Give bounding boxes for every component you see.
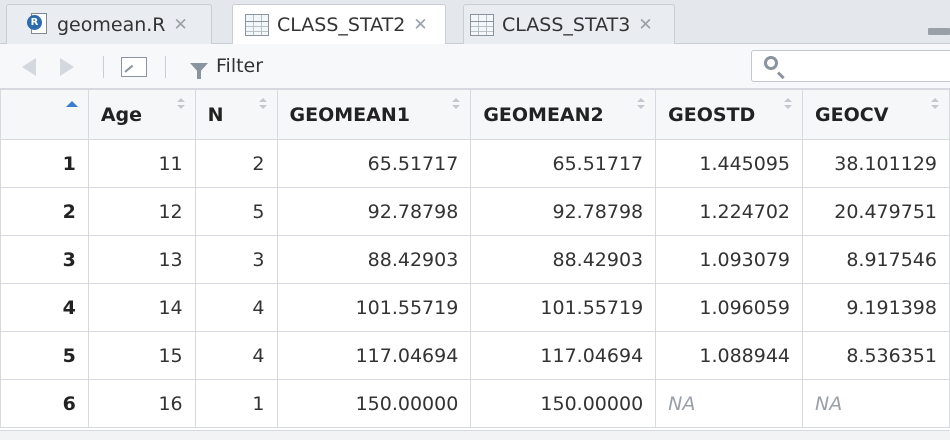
sort-icon	[931, 98, 939, 110]
cell-geomean1: 117.04694	[276, 331, 472, 380]
search-input[interactable]	[751, 50, 950, 82]
header-row: Age N GEOMEAN1 GEOMEAN2 GEOSTD GEOCV	[0, 89, 950, 140]
editor-tab-bar: R geomean.R ✕ CLASS_STAT2 ✕ CLASS_STAT3 …	[0, 0, 950, 45]
sort-icon	[452, 98, 461, 110]
column-header-label: GEOCV	[815, 103, 889, 126]
table-row: 4 14 4 101.55719 101.55719 1.096059 9.19…	[0, 283, 950, 332]
column-header-label: GEOMEAN2	[483, 103, 604, 126]
sort-ascending-icon	[65, 101, 78, 107]
cell-n: 5	[194, 187, 278, 236]
column-header-label: Age	[100, 103, 143, 126]
search-icon	[764, 56, 778, 70]
sort-icon	[176, 98, 185, 110]
cell-n: 3	[194, 235, 278, 284]
toolbar-divider	[165, 56, 166, 78]
row-number: 2	[0, 187, 89, 236]
back-arrow-icon	[22, 58, 36, 76]
popout-button[interactable]	[121, 57, 147, 77]
sort-icon	[258, 98, 267, 110]
column-header-geostd[interactable]: GEOSTD	[655, 89, 804, 140]
cell-geostd: 1.093079	[655, 235, 804, 284]
cell-geomean1: 150.00000	[276, 379, 472, 428]
cell-geomean2: 117.04694	[470, 331, 657, 380]
cell-age: 11	[87, 139, 196, 188]
cell-age: 12	[87, 187, 196, 236]
cell-geocv: 9.191398	[802, 283, 950, 332]
cell-age: 13	[87, 235, 196, 284]
cell-geocv: 20.479751	[802, 187, 950, 236]
cell-geomean2: 88.42903	[470, 235, 657, 284]
row-number: 5	[0, 331, 89, 380]
cell-geostd: 1.445095	[655, 139, 804, 188]
data-grid: Age N GEOMEAN1 GEOMEAN2 GEOSTD GEOCV 1 1…	[0, 89, 950, 439]
cell-geostd: 1.224702	[655, 187, 804, 236]
forward-button[interactable]	[60, 58, 74, 76]
cell-age: 15	[87, 331, 196, 380]
row-number-header[interactable]	[0, 89, 89, 140]
tab-label: CLASS_STAT3	[502, 13, 631, 36]
cell-geomean1: 88.42903	[276, 235, 472, 284]
sort-icon	[784, 98, 793, 110]
filter-label: Filter	[216, 55, 264, 77]
column-header-label: GEOMEAN1	[289, 103, 410, 126]
toolbar-divider	[103, 56, 104, 78]
cell-geocv: 8.536351	[802, 331, 950, 380]
filter-button[interactable]: Filter	[190, 55, 264, 79]
data-grid-icon	[245, 14, 269, 36]
tab-class-stat2[interactable]: CLASS_STAT2 ✕	[232, 4, 446, 45]
cell-geomean2: 101.55719	[470, 283, 657, 332]
cell-geostd-na: NA	[655, 379, 804, 428]
table-row: 6 16 1 150.00000 150.00000 NA NA	[0, 379, 950, 428]
back-button[interactable]	[22, 58, 36, 76]
column-header-geocv[interactable]: GEOCV	[802, 89, 950, 140]
row-number: 4	[0, 283, 89, 332]
table-row: 1 11 2 65.51717 65.51717 1.445095 38.101…	[0, 139, 950, 188]
column-header-age[interactable]: Age	[87, 89, 196, 140]
cell-geomean1: 101.55719	[276, 283, 472, 332]
close-icon[interactable]: ✕	[638, 14, 653, 35]
cell-geostd: 1.096059	[655, 283, 804, 332]
forward-arrow-icon	[60, 58, 74, 76]
cell-geomean1: 65.51717	[276, 139, 472, 188]
cell-geomean2: 150.00000	[470, 379, 657, 428]
cell-geocv: 38.101129	[802, 139, 950, 188]
cell-n: 1	[194, 379, 278, 428]
column-header-label: N	[207, 103, 224, 126]
table-row: 2 12 5 92.78798 92.78798 1.224702 20.479…	[0, 187, 950, 236]
cell-geocv: 8.917546	[802, 235, 950, 284]
table-row: 5 15 4 117.04694 117.04694 1.088944 8.53…	[0, 331, 950, 380]
cell-age: 16	[87, 379, 196, 428]
column-header-label: GEOSTD	[668, 103, 756, 126]
data-viewer-toolbar: Filter	[0, 44, 950, 89]
table-row: 3 13 3 88.42903 88.42903 1.093079 8.9175…	[0, 235, 950, 284]
r-file-icon: R	[27, 12, 49, 37]
row-number: 1	[0, 139, 89, 188]
cell-geomean2: 65.51717	[470, 139, 657, 188]
tab-label: geomean.R	[57, 13, 166, 36]
horizontal-scroll-strip[interactable]	[0, 430, 950, 440]
column-header-geomean1[interactable]: GEOMEAN1	[276, 89, 472, 140]
cell-age: 14	[87, 283, 196, 332]
minimize-pane-icon[interactable]	[928, 28, 950, 35]
column-header-n[interactable]: N	[194, 89, 278, 140]
cell-geomean1: 92.78798	[276, 187, 472, 236]
close-icon[interactable]: ✕	[173, 14, 188, 35]
cell-geomean2: 92.78798	[470, 187, 657, 236]
filter-icon	[190, 63, 208, 79]
tab-geomean-r[interactable]: R geomean.R ✕	[6, 4, 212, 44]
popout-window-icon	[121, 57, 147, 77]
row-number: 3	[0, 235, 89, 284]
row-number: 6	[0, 379, 89, 428]
tab-class-stat3[interactable]: CLASS_STAT3 ✕	[463, 4, 675, 44]
cell-n: 4	[194, 331, 278, 380]
data-grid-icon	[470, 13, 494, 36]
sort-icon	[637, 98, 646, 110]
cell-geostd: 1.088944	[655, 331, 804, 380]
cell-n: 2	[194, 139, 278, 188]
cell-n: 4	[194, 283, 278, 332]
cell-geocv-na: NA	[802, 379, 950, 428]
column-header-geomean2[interactable]: GEOMEAN2	[470, 89, 657, 140]
tab-label: CLASS_STAT2	[277, 14, 406, 36]
close-icon[interactable]: ✕	[413, 15, 428, 35]
